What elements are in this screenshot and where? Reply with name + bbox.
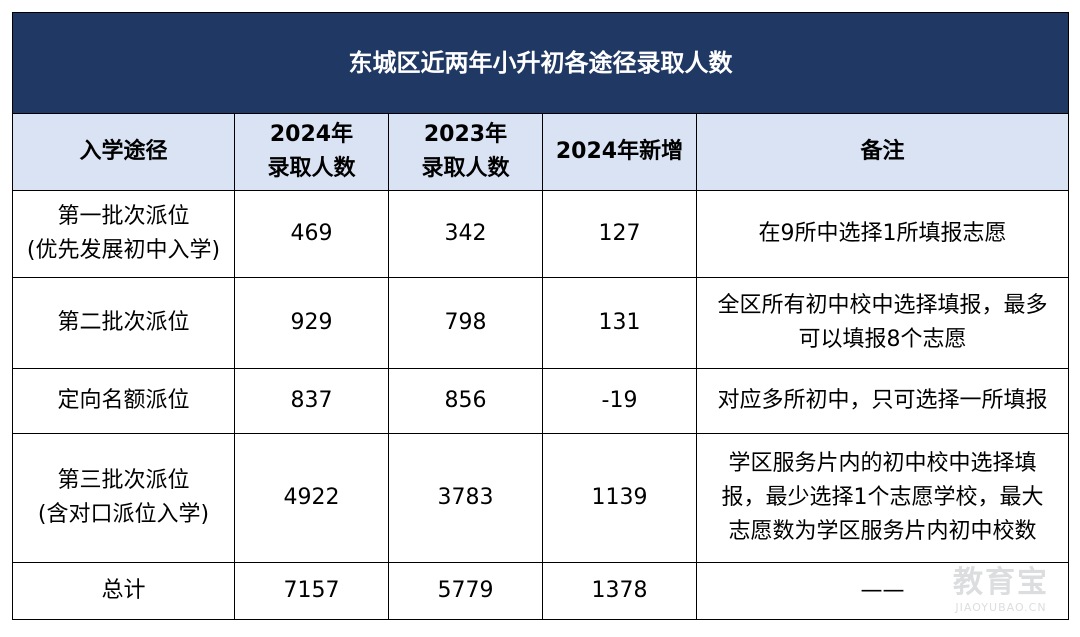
cell-increase: -19 (542, 368, 697, 434)
cell-increase: 127 (542, 190, 697, 278)
cell-2023: 3783 (388, 433, 543, 563)
table-title: 东城区近两年小升初各途径录取人数 (11, 12, 1070, 114)
header-note: 备注 (695, 113, 1070, 191)
cell-2024: 7157 (234, 562, 389, 620)
table-row: 第二批次派位 929 798 131 全区所有初中校中选择填报，最多 可以填报8… (12, 277, 1070, 369)
title-row: 东城区近两年小升初各途径录取人数 (11, 12, 1070, 114)
admission-table: 东城区近两年小升初各途径录取人数 入学途径 2024年 录取人数 2023年 录… (11, 12, 1070, 620)
cell-2023: 856 (388, 368, 543, 434)
cell-note: 学区服务片内的初中校中选择填 报，最少选择1个志愿学校，最大 志愿数为学区服务片… (695, 433, 1070, 563)
header-2023: 2023年 录取人数 (388, 113, 543, 191)
cell-2024: 4922 (234, 433, 389, 563)
cell-path: 定向名额派位 (12, 368, 235, 434)
cell-path: 第三批次派位 (含对口派位入学) (12, 433, 235, 563)
cell-increase: 1139 (542, 433, 697, 563)
admission-table-sheet: 东城区近两年小升初各途径录取人数 入学途径 2024年 录取人数 2023年 录… (11, 12, 1070, 625)
table-row: 第一批次派位 (优先发展初中入学) 469 342 127 在9所中选择1所填报… (12, 190, 1070, 278)
header-2024: 2024年 录取人数 (234, 113, 389, 191)
total-row: 总计 7157 5779 1378 —— (12, 562, 1070, 620)
cell-path: 总计 (12, 562, 235, 620)
cell-2024: 469 (234, 190, 389, 278)
cell-2023: 342 (388, 190, 543, 278)
cell-note: —— (695, 562, 1070, 620)
cell-increase: 1378 (542, 562, 697, 620)
cell-note: 全区所有初中校中选择填报，最多 可以填报8个志愿 (695, 277, 1070, 369)
cell-path: 第一批次派位 (优先发展初中入学) (12, 190, 235, 278)
cell-2024: 837 (234, 368, 389, 434)
header-path: 入学途径 (12, 113, 235, 191)
cell-2024: 929 (234, 277, 389, 369)
cell-path: 第二批次派位 (12, 277, 235, 369)
header-increase: 2024年新增 (542, 113, 697, 191)
table-row: 第三批次派位 (含对口派位入学) 4922 3783 1139 学区服务片内的初… (12, 433, 1070, 563)
cell-increase: 131 (542, 277, 697, 369)
table-row: 定向名额派位 837 856 -19 对应多所初中，只可选择一所填报 (12, 368, 1070, 434)
cell-note: 在9所中选择1所填报志愿 (695, 190, 1070, 278)
header-row: 入学途径 2024年 录取人数 2023年 录取人数 2024年新增 备注 (12, 113, 1070, 191)
cell-note: 对应多所初中，只可选择一所填报 (695, 368, 1070, 434)
cell-2023: 798 (388, 277, 543, 369)
cell-2023: 5779 (388, 562, 543, 620)
